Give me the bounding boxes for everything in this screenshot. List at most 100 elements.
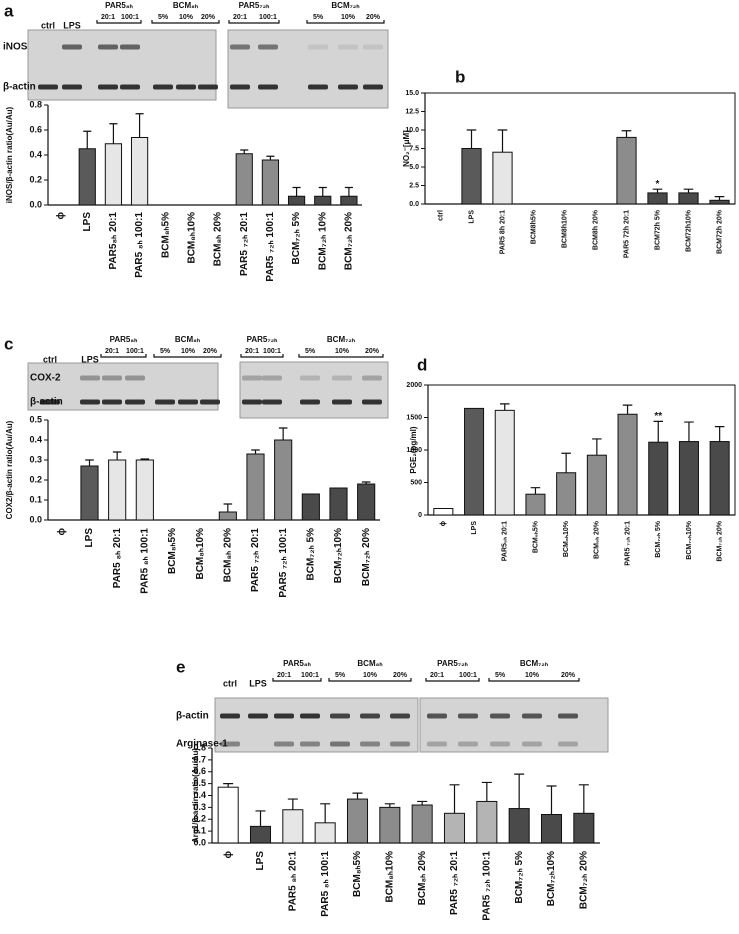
blot-band (155, 399, 175, 405)
lane-label: 20:1 (430, 672, 444, 679)
bar (678, 192, 699, 205)
error-bar (683, 188, 694, 193)
blot-band (300, 375, 320, 381)
x-tick-label: BCM₈ₕ 20% (213, 212, 224, 266)
lane-label: 10% (525, 672, 540, 679)
error-bar (714, 426, 725, 442)
error-bar (344, 186, 353, 197)
bar (346, 798, 369, 844)
y-axis-label: Arg1/β-actin ratio(Au/Au) (191, 748, 200, 843)
error-bar (653, 420, 664, 443)
blot-band (98, 84, 118, 90)
x-tick-label: ctrl (437, 210, 444, 221)
bar (586, 454, 607, 516)
group-label: PAR5₈ₕ (105, 1, 133, 10)
bar (249, 825, 272, 844)
x-tick-label: BCM₇₂ₕ10% (686, 520, 693, 559)
lane-label: 100:1 (301, 672, 319, 679)
blot-band (332, 375, 352, 381)
blot-band (330, 741, 350, 747)
x-tick-label: ϕ (223, 851, 234, 859)
group-bracket (240, 354, 284, 358)
error-bar (112, 451, 122, 460)
bar (301, 493, 320, 521)
y-axis-label: NO₂⁻[μM] (402, 130, 411, 167)
blot-row-label: β-actin (176, 711, 209, 722)
significance-mark: * (656, 179, 660, 190)
bar (411, 804, 433, 844)
x-tick-label: BCM₇₂ₕ 20% (344, 212, 355, 270)
y-tick-label: 0.2 (29, 474, 42, 484)
bar (340, 195, 358, 206)
y-tick-label: 0.0 (193, 837, 206, 847)
blot-row-label: COX-2 (30, 373, 61, 384)
blot-band (40, 399, 60, 405)
group-bracket (425, 678, 480, 682)
error-bar (384, 803, 395, 808)
x-tick-label: BCM₈ₕ10% (384, 851, 395, 903)
x-tick-label: PAR5 8h 20:1 (499, 210, 506, 254)
bar (461, 148, 482, 205)
bar (647, 192, 668, 205)
lane-label: 100:1 (121, 14, 139, 21)
y-tick-label: 0.8 (29, 99, 42, 109)
bar (329, 487, 348, 521)
bar (217, 786, 239, 844)
lane-label: 20% (201, 14, 216, 21)
error-bar (292, 186, 301, 197)
bar (525, 493, 546, 516)
blot-band (360, 713, 380, 719)
blot-band (522, 713, 542, 719)
error-bar (714, 196, 725, 201)
bar (357, 483, 376, 521)
bar (617, 413, 638, 516)
group-label: BCM₇₂ₕ (520, 659, 548, 668)
x-tick-label: PAR5 ₇₂ₕ 20:1 (624, 521, 631, 566)
y-axis-label: COX2/β-actin ratio(Au/Au) (5, 420, 14, 519)
x-tick-label: BCM8h5% (530, 209, 537, 244)
y-axis-label: PGE₂(pg/ml) (409, 426, 418, 473)
x-tick-label: BCM₇₂ₕ10% (546, 851, 557, 906)
blot-image (239, 361, 389, 419)
y-tick-label: 0.6 (193, 766, 206, 776)
blot-band (558, 741, 578, 747)
blot-band (274, 713, 294, 719)
x-tick-label: BCM₈ₕ 20% (222, 528, 233, 582)
y-tick-label: 0.1 (29, 494, 42, 504)
x-tick-label: BCM72h10% (685, 209, 692, 252)
lane-label: 20:1 (245, 348, 259, 355)
blot-band (125, 399, 145, 405)
panel-letter: a (4, 1, 14, 20)
x-tick-label: BCM₇₂ₕ10% (333, 528, 344, 583)
error-bar (266, 155, 275, 160)
blot-band (332, 399, 352, 405)
error-bar (417, 800, 428, 805)
y-tick-label: 0.2 (29, 174, 42, 184)
x-tick-label: PAR5₈ₕ 20:1 (502, 521, 509, 561)
blot-band (120, 84, 140, 90)
y-tick-label: 10.0 (405, 127, 419, 134)
group-bracket (100, 354, 147, 358)
blot-band (200, 399, 220, 405)
x-tick-label: BCM8h10% (561, 209, 568, 248)
y-axis-label: iNOS/β-actin ratio(Au/Au) (5, 106, 14, 203)
y-tick-label: 0.3 (29, 454, 42, 464)
x-tick-label: ϕ (56, 528, 67, 536)
group-bracket (151, 20, 220, 24)
blot-band (258, 44, 278, 50)
blot-band (427, 713, 447, 719)
blot-band (558, 713, 578, 719)
group-label: BCM₇₂ₕ (331, 1, 359, 10)
error-bar (546, 785, 557, 815)
error-bar (83, 130, 92, 149)
error-bar (135, 113, 144, 138)
x-tick-label: BCM₇₂ₕ 5% (514, 851, 525, 904)
error-bar (287, 798, 298, 810)
x-tick-label: BCM₇₂ₕ 20% (578, 851, 589, 909)
x-tick-label: LPS (471, 521, 478, 535)
blot-band (62, 84, 82, 90)
blot-band (338, 44, 358, 50)
group-bracket (153, 354, 222, 358)
error-bar (318, 186, 327, 197)
